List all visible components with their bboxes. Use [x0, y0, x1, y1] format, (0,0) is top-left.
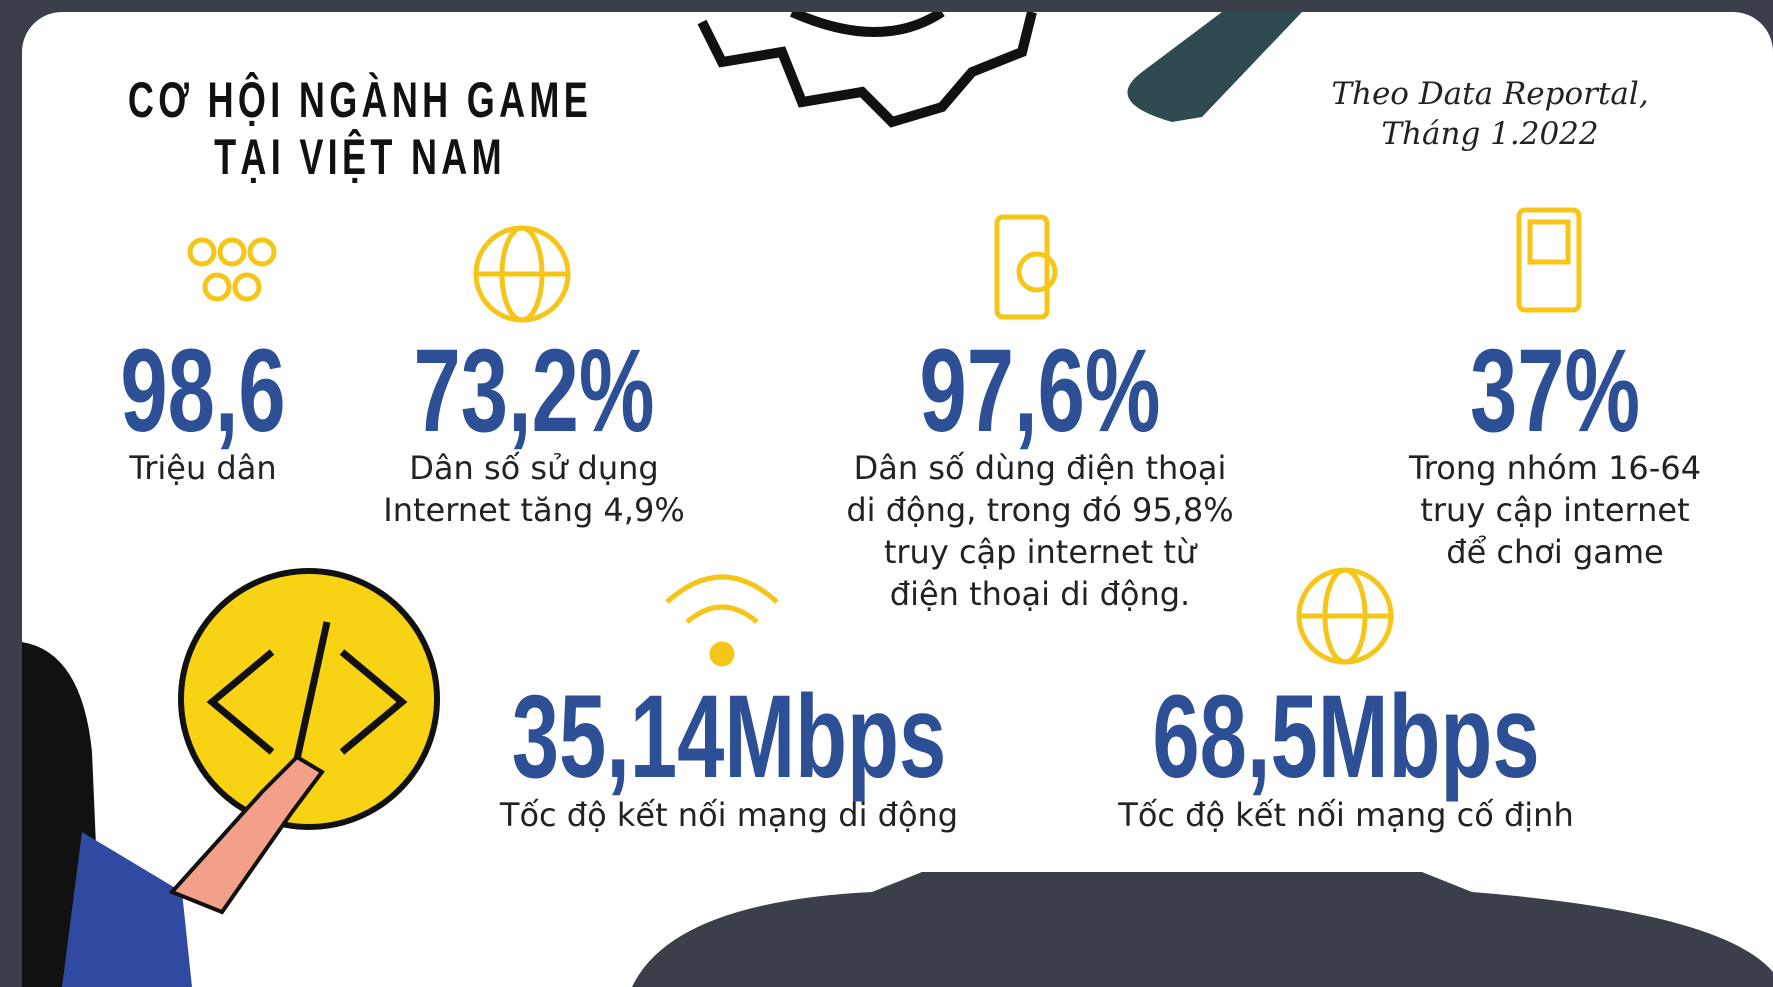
leg	[1127, 12, 1302, 122]
stat-number: 97,6%	[919, 325, 1161, 457]
caption-line: Triệu dân	[129, 449, 277, 487]
stat-number: 98,6	[120, 325, 286, 457]
stat-value: 35,14Mbps	[427, 678, 1030, 796]
stat-value: 68,5Mbps	[1077, 678, 1615, 796]
title-line: CƠ HỘI NGÀNH GAME	[127, 72, 593, 128]
stat-number: 37%	[1469, 325, 1641, 457]
stat-caption: Trong nhóm 16-64 truy cập internet để chơi…	[1409, 447, 1701, 573]
caption-line: để chơi game	[1446, 533, 1664, 571]
caption-line: Dân số sử dụng	[409, 449, 659, 487]
stat-caption: Triệu dân	[129, 447, 276, 489]
stat-caption: Dân số sử dụng Internet tăng 4,9%	[383, 447, 684, 531]
caption-line: Tốc độ kết nối mạng di động	[499, 796, 959, 834]
stat-value: 97,6%	[873, 332, 1208, 450]
stat-number: 73,2%	[413, 325, 655, 457]
gear	[697, 12, 1037, 128]
source: Theo Data Reportal, Tháng 1.2022	[1331, 74, 1648, 154]
stat-number: 68,5Mbps	[1152, 671, 1540, 803]
title: CƠ HỘI NGÀNH GAME TẠI VIỆT NAM	[38, 72, 683, 186]
stat-caption: Dân số dùng điện thoại di động, trong đó …	[846, 447, 1233, 615]
caption-line: Dân số dùng điện thoại	[853, 449, 1227, 487]
decoration	[22, 12, 1773, 987]
caption-line: điện thoại di động.	[889, 575, 1191, 613]
icons	[187, 207, 1582, 667]
stat-number: 35,14Mbps	[511, 671, 947, 803]
caption-line: di động, trong đó 95,8%	[846, 491, 1234, 529]
stat-value: 98,6	[88, 332, 318, 450]
caption-line: Internet tăng 4,9%	[383, 491, 685, 529]
caption-line: truy cập internet	[1420, 491, 1690, 529]
source-line: Theo Data Reportal,	[1331, 76, 1649, 112]
caption-line: Trong nhóm 16-64	[1408, 449, 1702, 487]
source-line: Tháng 1.2022	[1381, 116, 1599, 152]
caption-line: Tốc độ kết nối mạng cố định	[1118, 796, 1574, 834]
stat-value: 73,2%	[367, 332, 702, 450]
person-shirt	[62, 832, 192, 987]
title-line: TẠI VIỆT NAM	[214, 129, 506, 185]
controller	[632, 872, 1773, 987]
stat-caption: Tốc độ kết nối mạng cố định	[1118, 794, 1573, 836]
caption-line: truy cập internet từ	[883, 533, 1197, 571]
stat-value: 37%	[1437, 332, 1673, 450]
infographic-card: CƠ HỘI NGÀNH GAME TẠI VIỆT NAM Theo Data R…	[22, 12, 1773, 987]
stat-caption: Tốc độ kết nối mạng di động	[500, 794, 958, 836]
arm	[168, 754, 325, 915]
